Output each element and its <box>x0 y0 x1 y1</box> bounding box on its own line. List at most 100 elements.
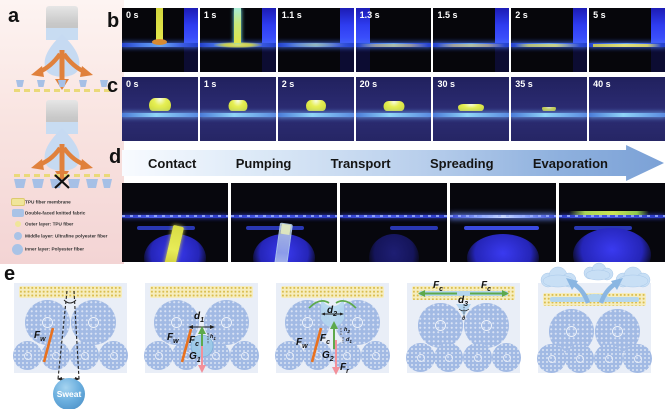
liquid-spread <box>437 44 506 48</box>
fabric-line <box>433 113 510 118</box>
theta-label: θ <box>462 316 466 322</box>
uv-glow-blob <box>368 234 419 262</box>
water-wedge <box>456 304 471 316</box>
flow-arrows-icon <box>31 144 93 182</box>
blocked-x-icon <box>54 174 70 189</box>
frame-c-35s: 35 s <box>511 77 588 141</box>
lower-line <box>464 225 539 230</box>
fabric-layer-icon <box>14 80 110 92</box>
d1-label: d1 <box>346 337 352 345</box>
lower-line <box>573 225 633 230</box>
timestamp: 1 s <box>203 10 217 20</box>
diagram-overlay <box>540 262 651 304</box>
frame-c-1s: 1 s <box>199 77 276 141</box>
fabric-layer-icon <box>14 174 112 188</box>
lower-line <box>246 225 305 230</box>
fabric-line <box>231 215 338 219</box>
polyester-fiber-bundle <box>492 343 521 372</box>
fabric-line <box>355 113 432 118</box>
fabric-line <box>589 113 666 118</box>
panel-e-mechanism: Sweat Fw <box>13 262 658 409</box>
water-dome <box>581 294 608 301</box>
fw-label: Fw <box>34 330 46 344</box>
rising-water <box>321 298 344 328</box>
legend-item: Middle layer: Ultrafine polyester fiber <box>10 229 124 242</box>
frame-b-1-1s: 1.1 s <box>277 8 354 72</box>
liquid-jet <box>233 8 241 44</box>
frame-b-2s: 2 s <box>511 8 588 72</box>
liquid-jet <box>152 8 168 46</box>
liquid-spread <box>213 42 263 49</box>
legend-item: TPU fiber membrane <box>10 196 124 207</box>
liquid-spread <box>592 44 662 48</box>
lower-line <box>136 225 196 230</box>
panel-a-schematic: TPU fiber membrane Double-faced knitted … <box>0 0 124 264</box>
droplet <box>228 100 248 112</box>
ultrafine-fiber-bundle <box>285 300 330 345</box>
timestamp: 30 s <box>437 79 455 89</box>
outer-layer-swatch <box>10 220 25 227</box>
uv-band <box>495 8 510 72</box>
middle-layer-swatch <box>10 231 25 240</box>
uv-band <box>651 8 666 72</box>
fw-force-line <box>42 327 55 363</box>
inner-layer-swatch <box>10 243 25 255</box>
liquid-spread <box>285 42 346 49</box>
diagram-overlay: Sweat <box>42 290 85 409</box>
fc-label: Fc <box>189 335 200 349</box>
droplet <box>383 101 404 112</box>
stage-transport: Transport <box>330 155 391 171</box>
fw-label: Fw <box>167 332 179 346</box>
photo-spreading <box>449 183 556 262</box>
panel-label-b: b <box>107 10 120 32</box>
fw-label: Fw <box>296 337 308 351</box>
polyester-fiber-bundle <box>623 344 652 373</box>
uv-band <box>339 8 354 72</box>
ultrafine-fiber-bundle <box>464 303 509 348</box>
fw-force-line <box>310 327 323 363</box>
stage-spreading: Spreading <box>429 155 494 171</box>
timestamp: 0 s <box>126 79 139 89</box>
frame-b-0s: 0 s <box>122 8 198 72</box>
timestamp: 0 s <box>126 10 139 20</box>
h2-label: h2 <box>344 327 350 335</box>
panel-label-a: a <box>8 5 20 27</box>
fabric-line <box>558 215 666 219</box>
uv-band <box>355 8 370 72</box>
timestamp: 5 s <box>593 10 606 20</box>
fabric-line <box>122 43 198 48</box>
polyester-fiber-bundle <box>434 343 463 372</box>
polyester-fiber-bundle <box>13 341 42 370</box>
uv-band <box>573 8 588 72</box>
d3-label: d3 <box>458 295 469 309</box>
tpu-membrane-band <box>19 286 122 298</box>
fabric-line-sparkle <box>340 215 447 217</box>
polyester-fiber-bundle <box>361 341 390 370</box>
frame-c-2s: 2 s <box>277 77 354 141</box>
fc-label: Fc <box>481 280 492 294</box>
spread-water-strip <box>419 291 508 296</box>
photo-transport <box>340 183 447 262</box>
fc-label: Fc <box>433 280 444 294</box>
polyester-fiber-bundle <box>144 341 173 370</box>
photo-contact <box>122 183 229 262</box>
tpu-membrane-band <box>281 286 384 298</box>
uv-band <box>261 8 276 72</box>
droplet <box>458 104 485 112</box>
vapor-cloud-icon <box>540 262 651 288</box>
droplet <box>542 107 557 112</box>
fabric-line <box>511 113 588 118</box>
capillary-dashed-lines <box>57 290 80 380</box>
tpu-membrane-band <box>150 286 253 298</box>
blocked-fabric-schematic <box>14 100 112 189</box>
frame-b-1s: 1 s <box>199 8 276 72</box>
polyester-fiber-bundle <box>565 344 594 373</box>
timestamp: 1.1 s <box>281 10 302 20</box>
fabric-line <box>122 215 229 219</box>
fw-force-line <box>180 328 193 363</box>
stage-contact: Contact <box>148 155 197 171</box>
timestamp: 1.3 s <box>359 10 380 20</box>
panel-label-e: e <box>4 263 16 285</box>
liquid-spread <box>515 44 584 48</box>
